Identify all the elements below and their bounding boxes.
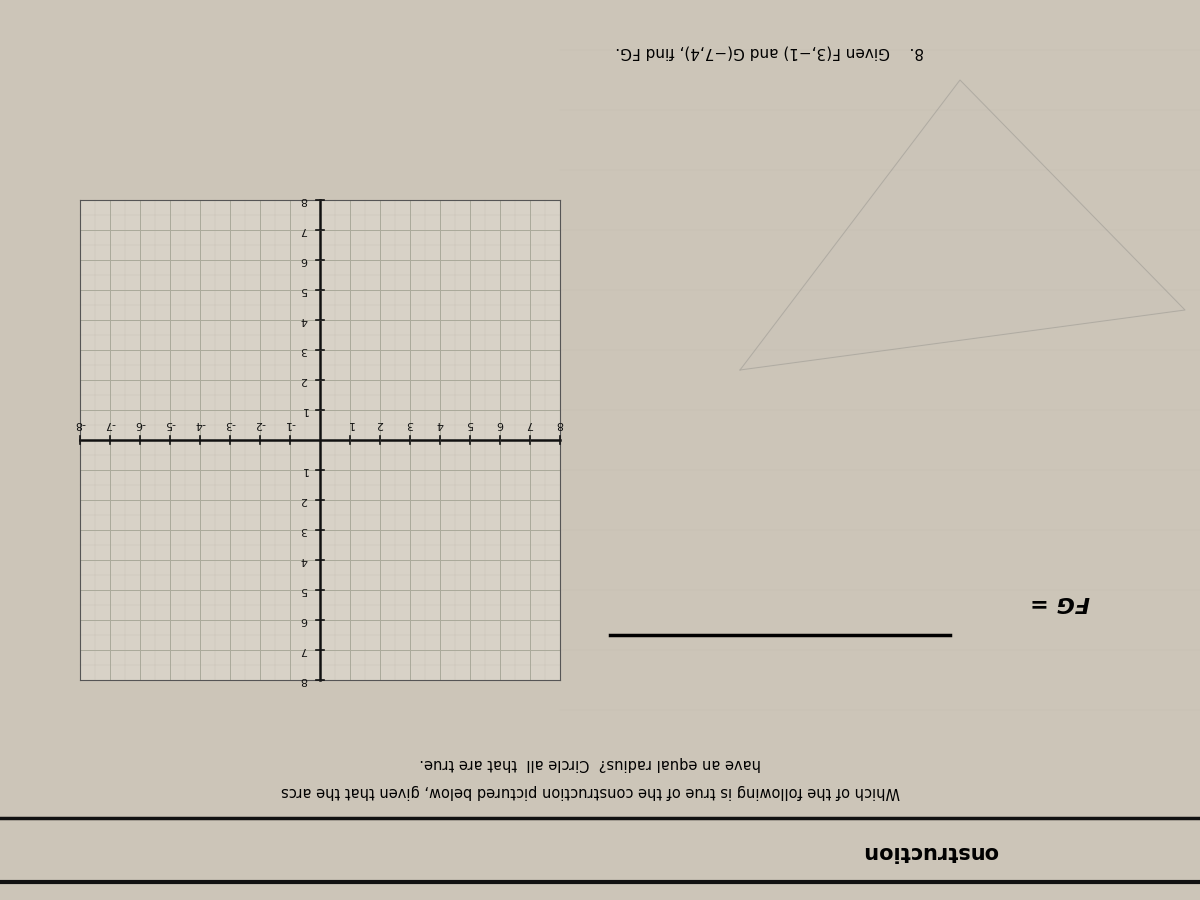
Text: 1: 1 — [347, 419, 354, 429]
Text: 2: 2 — [300, 495, 307, 505]
Text: 3: 3 — [300, 525, 307, 535]
Text: 6: 6 — [497, 419, 504, 429]
Text: -5: -5 — [164, 419, 175, 429]
Text: 7: 7 — [527, 419, 534, 429]
Text: 5: 5 — [467, 419, 474, 429]
Text: 8.    Given F(3,−1) and G(−7,4), find FG.: 8. Given F(3,−1) and G(−7,4), find FG. — [616, 44, 924, 59]
Text: 1: 1 — [300, 465, 307, 475]
Text: 5: 5 — [300, 285, 307, 295]
Text: 6: 6 — [300, 615, 307, 625]
Text: 8: 8 — [557, 419, 564, 429]
Text: 7: 7 — [300, 225, 307, 235]
Text: -6: -6 — [134, 419, 145, 429]
Polygon shape — [740, 80, 1186, 370]
Text: -2: -2 — [254, 419, 265, 429]
Text: 3: 3 — [407, 419, 414, 429]
Text: FG =: FG = — [1030, 592, 1090, 612]
Text: 7: 7 — [300, 645, 307, 655]
Text: -4: -4 — [194, 419, 205, 429]
Text: -1: -1 — [284, 419, 295, 429]
Text: 8: 8 — [300, 195, 307, 205]
Text: 1: 1 — [300, 405, 307, 415]
Text: -7: -7 — [104, 419, 115, 429]
Text: 4: 4 — [300, 555, 307, 565]
Text: 6: 6 — [300, 255, 307, 265]
Text: 8: 8 — [300, 675, 307, 685]
Text: onstruction: onstruction — [862, 842, 998, 862]
Text: 4: 4 — [437, 419, 444, 429]
Bar — [80, 200, 560, 680]
Text: have an equal radius?  Circle all  that are true.: have an equal radius? Circle all that ar… — [419, 757, 761, 771]
Text: -8: -8 — [74, 419, 85, 429]
Text: -3: -3 — [224, 419, 235, 429]
Text: 2: 2 — [377, 419, 384, 429]
Text: 4: 4 — [300, 315, 307, 325]
Text: 5: 5 — [300, 585, 307, 595]
Text: 2: 2 — [300, 375, 307, 385]
Text: Which of the following is true of the construction pictured below, given that th: Which of the following is true of the co… — [281, 785, 900, 799]
Text: 3: 3 — [300, 345, 307, 355]
